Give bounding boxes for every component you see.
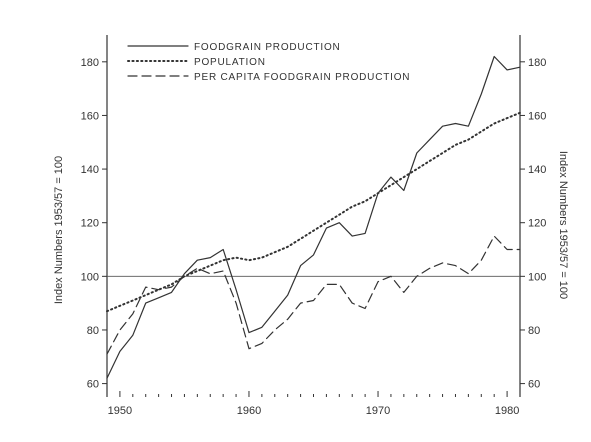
right-tick-label: 80 — [528, 325, 540, 337]
y-axis-title-left: Index Numbers 1953/57 = 100 — [53, 156, 65, 304]
left-tick-label: 140 — [81, 164, 99, 176]
right-tick-label: 120 — [528, 218, 546, 230]
x-tick-label: 1960 — [237, 405, 261, 417]
left-tick-label: 180 — [81, 57, 99, 69]
series-line-0 — [106, 55, 521, 379]
left-tick-label: 160 — [81, 110, 99, 122]
left-tick-label: 80 — [87, 325, 99, 337]
legend-label: PER CAPITA FOODGRAIN PRODUCTION — [194, 72, 410, 83]
x-ticks: 1950 1960 1970 1980 — [106, 391, 521, 417]
right-tick-label: 140 — [528, 164, 546, 176]
x-tick-label: 1980 — [495, 405, 519, 417]
legend-label: FOODGRAIN PRODUCTION — [194, 42, 341, 53]
legend: FOODGRAIN PRODUCTION POPULATION PER CAPITA… — [127, 42, 410, 83]
right-tick-label: 60 — [528, 379, 540, 391]
left-tick-label: 60 — [87, 379, 99, 391]
series-line-1 — [106, 111, 521, 313]
x-tick-label: 1970 — [366, 405, 390, 417]
legend-label: POPULATION — [194, 57, 266, 68]
x-tick-label: 1950 — [108, 405, 132, 417]
right-tick-label: 180 — [528, 57, 546, 69]
y-axis-title-right: Index Numbers 1953/57 = 100 — [557, 151, 569, 299]
left-tick-label: 100 — [81, 271, 99, 283]
right-y-ticks: 60 80 100 120 140 160 180 — [520, 57, 546, 391]
left-y-ticks: 60 80 100 120 140 160 180 — [81, 57, 107, 391]
right-tick-label: 160 — [528, 110, 546, 122]
left-tick-label: 120 — [81, 218, 99, 230]
right-tick-label: 100 — [528, 271, 546, 283]
series-line-2 — [106, 235, 521, 355]
series-lines — [106, 55, 521, 379]
